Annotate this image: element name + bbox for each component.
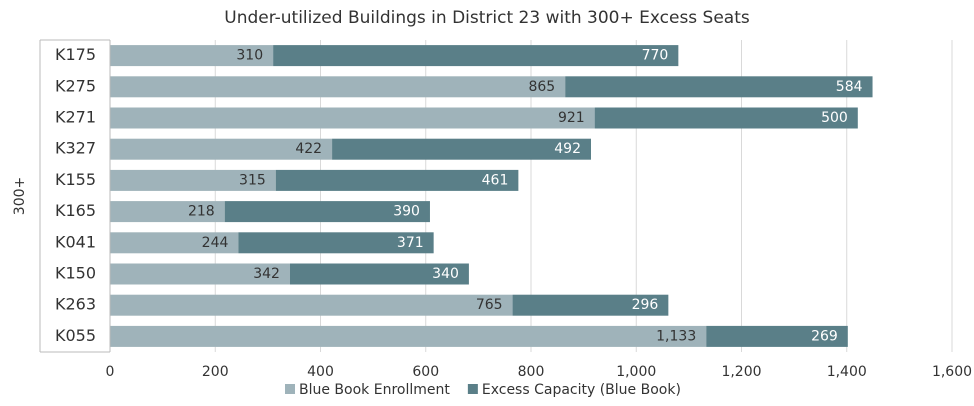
bar — [565, 76, 873, 98]
legend-swatch — [467, 384, 478, 394]
x-tick-label: 200 — [202, 364, 229, 380]
bar — [110, 325, 707, 347]
y-tick-label: K165 — [55, 201, 96, 220]
bar — [110, 201, 225, 223]
data-label: 296 — [632, 297, 659, 313]
x-tick-label: 1,600 — [932, 364, 972, 380]
bar — [273, 45, 679, 67]
data-label: 770 — [642, 48, 669, 64]
y-tick-label: K055 — [55, 326, 96, 345]
data-label: 315 — [239, 172, 266, 188]
data-label: 340 — [432, 266, 459, 282]
data-label: 422 — [295, 141, 322, 157]
y-tick-label: K155 — [55, 170, 96, 189]
x-tick-label: 800 — [518, 364, 545, 380]
y-tick-label: K175 — [55, 45, 96, 64]
x-tick-label: 1,400 — [827, 364, 867, 380]
bar — [512, 294, 669, 316]
data-label: 1,133 — [656, 328, 696, 344]
y-tick-label: K275 — [55, 76, 96, 95]
y-tick-label: K150 — [55, 264, 96, 283]
data-label: 244 — [202, 235, 229, 251]
bar — [275, 169, 519, 191]
bar — [110, 169, 276, 191]
data-label: 218 — [188, 204, 215, 220]
x-tick-label: 600 — [412, 364, 439, 380]
bar — [289, 263, 469, 285]
chart-title: Under-utilized Buildings in District 23 … — [224, 8, 750, 28]
legend-label: Blue Book Enrollment — [299, 382, 450, 398]
data-label: 390 — [393, 204, 420, 220]
data-label: 461 — [482, 172, 509, 188]
y-tick-label: K271 — [55, 108, 96, 127]
y-tick-label: K041 — [55, 232, 96, 251]
group-label: 300+ — [12, 177, 28, 215]
data-label: 371 — [397, 235, 424, 251]
bar — [110, 76, 566, 98]
bar — [110, 294, 513, 316]
bar — [594, 107, 858, 129]
data-label: 921 — [558, 110, 585, 126]
bar — [238, 232, 434, 254]
bar — [706, 325, 848, 347]
data-label: 310 — [236, 48, 263, 64]
x-tick-label: 1,200 — [721, 364, 761, 380]
x-tick-label: 1,000 — [616, 364, 656, 380]
data-label: 269 — [811, 328, 838, 344]
legend-swatch — [285, 384, 295, 394]
data-label: 492 — [554, 141, 581, 157]
data-label: 865 — [528, 79, 555, 95]
bar — [332, 138, 591, 160]
bar — [110, 107, 595, 129]
x-tick-label: 0 — [106, 364, 115, 380]
data-label: 584 — [836, 79, 863, 95]
y-tick-label: K263 — [55, 295, 96, 314]
bar — [110, 232, 239, 254]
bar — [224, 201, 430, 223]
y-tick-label: K327 — [55, 139, 96, 158]
data-label: 765 — [476, 297, 503, 313]
data-label: 342 — [253, 266, 280, 282]
bar — [110, 45, 274, 67]
data-label: 500 — [821, 110, 848, 126]
legend-label: Excess Capacity (Blue Book) — [482, 382, 681, 398]
bar — [110, 138, 333, 160]
bar — [110, 263, 290, 285]
x-tick-label: 400 — [307, 364, 334, 380]
